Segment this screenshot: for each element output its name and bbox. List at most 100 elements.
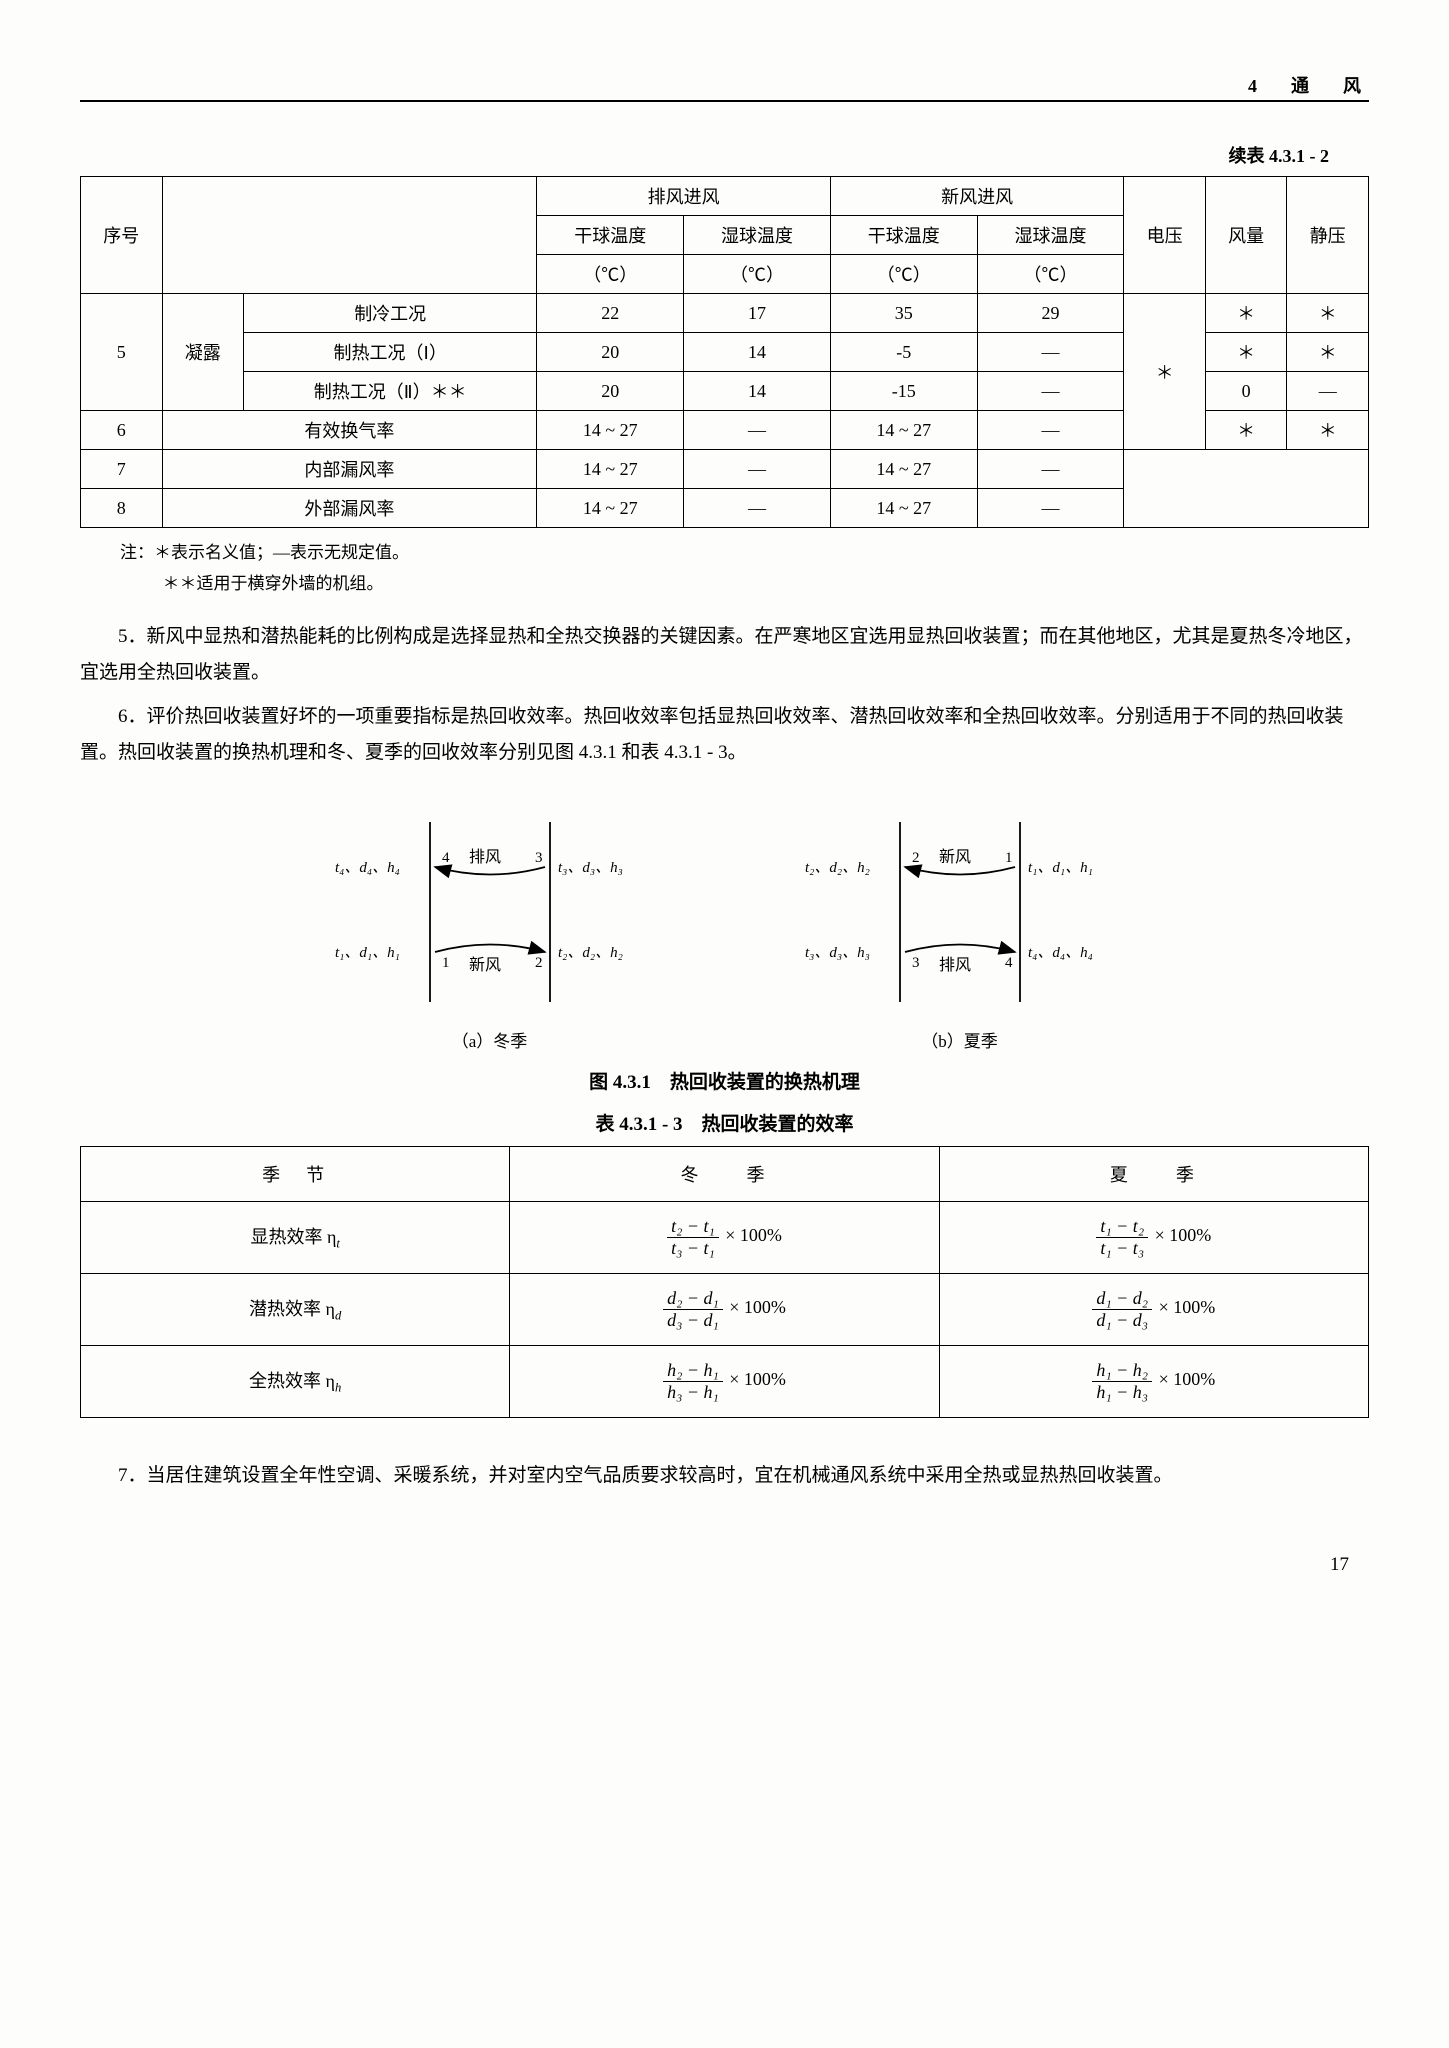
node-num: 4	[1005, 955, 1013, 971]
note-line: ＊＊适用于横穿外墙的机组。	[120, 569, 1369, 600]
page-number: 17	[80, 1554, 1369, 1576]
cell-formula: t₁ − t₂t₁ − t₃ × 100%	[939, 1201, 1368, 1273]
table-row: 潜热效率 ηd d₂ − d₁d₃ − d₁ × 100% d₁ − d₂d₁ …	[81, 1273, 1369, 1345]
th-seq: 序号	[81, 177, 163, 294]
cell: 14 ~ 27	[537, 450, 684, 489]
th-exhaust: 排风进风	[537, 177, 831, 216]
cell-formula: h₁ − h₂h₁ − h₃ × 100%	[939, 1345, 1368, 1417]
diagram-caption-b: （b）夏季	[800, 1027, 1120, 1052]
cell-formula: t₂ − t₁t₃ − t₁ × 100%	[510, 1201, 939, 1273]
cell: 有效换气率	[162, 411, 537, 450]
cell: —	[977, 450, 1124, 489]
cell: ＊	[1287, 294, 1369, 333]
table2-caption: 表 4.3.1 - 3 热回收装置的效率	[80, 1109, 1369, 1136]
th-dry2: 干球温度	[830, 216, 977, 255]
th-press: 静压	[1287, 177, 1369, 294]
th-u2: （℃）	[684, 255, 831, 294]
cell: 14	[684, 333, 831, 372]
th-volt: 电压	[1124, 177, 1206, 294]
cell: 8	[81, 489, 163, 528]
cell: 14 ~ 27	[537, 411, 684, 450]
table1-caption: 续表 4.3.1 - 2	[80, 142, 1329, 168]
paragraph-7: 7．当居住建筑设置全年性空调、采暖系统，并对室内空气品质要求较高时，宜在机械通风…	[80, 1458, 1369, 1494]
arrow-label: 新风	[938, 848, 970, 866]
cell: ＊	[1124, 294, 1206, 450]
cell: ＊	[1287, 411, 1369, 450]
table-row: 显热效率 ηt t₂ − t₁t₃ − t₁ × 100% t₁ − t₂t₁ …	[81, 1201, 1369, 1273]
node-num: 2	[912, 850, 920, 866]
paragraph-6: 6．评价热回收装置好坏的一项重要指标是热回收效率。热回收效率包括显热回收效率、潜…	[80, 699, 1369, 771]
cell: —	[977, 333, 1124, 372]
cell: —	[977, 372, 1124, 411]
arrow-label: 排风	[938, 956, 970, 974]
th-summer: 夏 季	[939, 1146, 1368, 1201]
diagram-svg-winter: 排风 4 3 新风 1 2 t₄、d₄、h₄ t₁、d₁、h₁ t₃、d₃、h₃…	[330, 812, 650, 1012]
th-blank	[162, 177, 537, 294]
state-label: t₂、d₂、h₂	[805, 860, 870, 876]
arrow-label: 新风	[468, 956, 500, 974]
cell-formula: h₂ − h₁h₃ − h₁ × 100%	[510, 1345, 939, 1417]
cell: 14 ~ 27	[830, 411, 977, 450]
cell: —	[977, 411, 1124, 450]
table-1: 序号 排风进风 新风进风 电压 风量 静压 干球温度 湿球温度 干球温度 湿球温…	[80, 176, 1369, 528]
cell: -5	[830, 333, 977, 372]
th-u4: （℃）	[977, 255, 1124, 294]
cell: 凝露	[162, 294, 244, 411]
state-label: t₂、d₂、h₂	[558, 945, 623, 961]
cell: 内部漏风率	[162, 450, 537, 489]
table1-notes: 注：＊表示名义值；—表示无规定值。 ＊＊适用于横穿外墙的机组。	[120, 538, 1369, 599]
state-label: t₄、d₄、h₄	[1028, 945, 1093, 961]
th-season: 季 节	[81, 1146, 510, 1201]
th-fresh: 新风进风	[830, 177, 1124, 216]
note-line: 注：＊表示名义值；—表示无规定值。	[120, 538, 1369, 569]
state-label: t₃、d₃、h₃	[558, 860, 623, 876]
cell: 35	[830, 294, 977, 333]
node-num: 4	[442, 850, 450, 866]
cell: 制热工况（Ⅰ）	[244, 333, 537, 372]
th-u3: （℃）	[830, 255, 977, 294]
cell-formula: d₂ − d₁d₃ − d₁ × 100%	[510, 1273, 939, 1345]
diagram-winter: 排风 4 3 新风 1 2 t₄、d₄、h₄ t₁、d₁、h₁ t₃、d₃、h₃…	[330, 812, 650, 1052]
cell: 制热工况（Ⅱ）＊＊	[244, 372, 537, 411]
cell: 22	[537, 294, 684, 333]
th-air: 风量	[1205, 177, 1287, 294]
figure-caption: 图 4.3.1 热回收装置的换热机理	[80, 1067, 1369, 1094]
table-row: 5 凝露 制冷工况 22 17 35 29 ＊ ＊ ＊	[81, 294, 1369, 333]
th-dry1: 干球温度	[537, 216, 684, 255]
diagram-summer: 新风 2 1 排风 3 4 t₂、d₂、h₂ t₃、d₃、h₃ t₁、d₁、h₁…	[800, 812, 1120, 1052]
cell-label: 显热效率 ηt	[81, 1201, 510, 1273]
cell: 7	[81, 450, 163, 489]
th-wet1: 湿球温度	[684, 216, 831, 255]
cell: 6	[81, 411, 163, 450]
node-num: 1	[442, 955, 450, 971]
cell: ＊	[1205, 411, 1287, 450]
cell: 20	[537, 333, 684, 372]
node-num: 3	[535, 850, 543, 866]
cell: 14 ~ 27	[830, 489, 977, 528]
cell: 14 ~ 27	[537, 489, 684, 528]
state-label: t₁、d₁、h₁	[1028, 860, 1093, 876]
node-num: 1	[1005, 850, 1013, 866]
cell	[1124, 450, 1369, 528]
node-num: 3	[912, 955, 920, 971]
th-u1: （℃）	[537, 255, 684, 294]
cell: 29	[977, 294, 1124, 333]
cell: ＊	[1287, 333, 1369, 372]
arrow-label: 排风	[468, 848, 500, 866]
node-num: 2	[535, 955, 543, 971]
cell: ＊	[1205, 294, 1287, 333]
cell: 14	[684, 372, 831, 411]
cell: 0	[1205, 372, 1287, 411]
figure-4-3-1: 排风 4 3 新风 1 2 t₄、d₄、h₄ t₁、d₁、h₁ t₃、d₃、h₃…	[80, 812, 1369, 1052]
table-row: 7 内部漏风率 14 ~ 27 — 14 ~ 27 —	[81, 450, 1369, 489]
cell: —	[684, 450, 831, 489]
table-row: 全热效率 ηh h₂ − h₁h₃ − h₁ × 100% h₁ − h₂h₁ …	[81, 1345, 1369, 1417]
cell: 5	[81, 294, 163, 411]
cell-label: 全热效率 ηh	[81, 1345, 510, 1417]
cell: 17	[684, 294, 831, 333]
cell: —	[684, 489, 831, 528]
cell: 14 ~ 27	[830, 450, 977, 489]
header-section: 4 通 风	[1248, 72, 1369, 98]
diagram-svg-summer: 新风 2 1 排风 3 4 t₂、d₂、h₂ t₃、d₃、h₃ t₁、d₁、h₁…	[800, 812, 1120, 1012]
state-label: t₄、d₄、h₄	[335, 860, 400, 876]
